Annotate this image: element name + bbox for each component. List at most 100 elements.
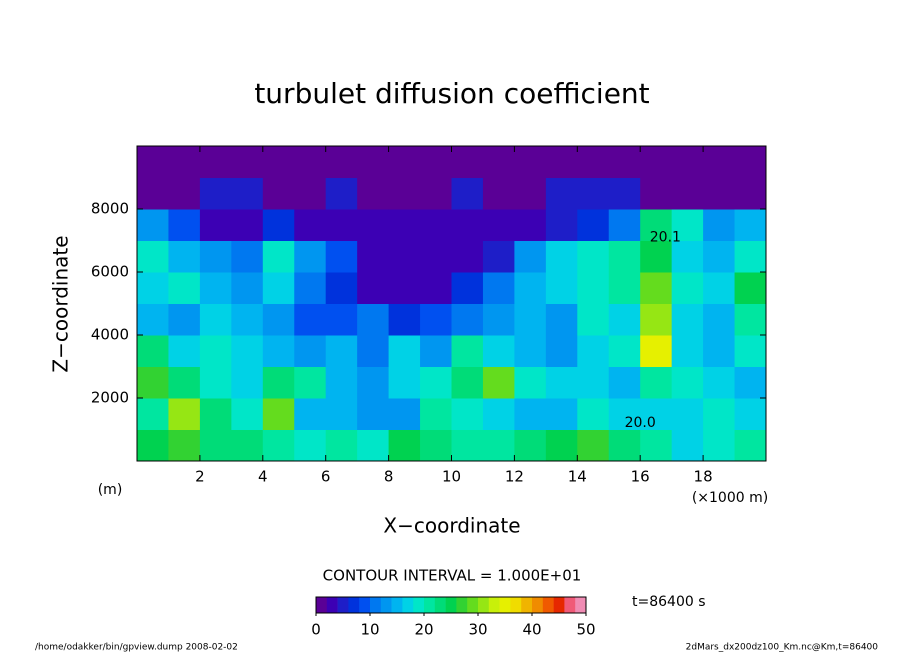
field-cell xyxy=(137,240,169,273)
field-cell xyxy=(514,398,547,430)
field-cell xyxy=(734,177,767,210)
field-cell xyxy=(482,366,515,399)
field-cell xyxy=(703,398,736,430)
field-cell xyxy=(577,272,610,304)
field-cell xyxy=(231,366,264,399)
field-cell xyxy=(420,177,452,210)
field-cell xyxy=(137,366,169,399)
colorbar-cell xyxy=(316,597,328,613)
field-cell xyxy=(325,177,358,210)
field-cell xyxy=(451,272,484,304)
field-cell xyxy=(231,272,264,304)
colorbar-tick-label: 0 xyxy=(311,621,321,639)
colorbar-cell xyxy=(467,597,479,613)
field-cell xyxy=(545,209,578,241)
field-cell xyxy=(199,335,232,367)
field-cell xyxy=(671,209,704,241)
field-cell xyxy=(388,335,421,367)
field-cell xyxy=(420,209,452,241)
field-cell xyxy=(137,398,169,430)
field-cell xyxy=(325,209,358,241)
field-cell xyxy=(294,429,327,462)
field-cell xyxy=(168,366,201,399)
field-cell xyxy=(482,335,515,367)
field-cell xyxy=(199,272,232,304)
field-cell xyxy=(545,240,578,273)
x-tick-label: 8 xyxy=(384,468,394,486)
field-cell xyxy=(262,272,295,304)
footer-right: 2dMars_dx200dz100_Km.nc@Km,t=86400 xyxy=(686,643,879,653)
colorbar-cell xyxy=(456,597,468,613)
field-cell xyxy=(294,177,327,210)
field-cell xyxy=(262,240,295,273)
y-unit: (m) xyxy=(98,482,123,498)
y-tick-label: 2000 xyxy=(91,389,129,407)
field-cell xyxy=(545,398,578,430)
field-cell xyxy=(703,272,736,304)
y-axis-label: Z−coordinate xyxy=(49,235,73,372)
field-cell xyxy=(325,240,358,273)
colorbar-cell xyxy=(532,597,544,613)
colorbar-cell xyxy=(445,597,457,613)
field-cell xyxy=(514,177,547,210)
field-cell xyxy=(231,146,264,178)
colorbar-tick-label: 20 xyxy=(414,621,433,639)
x-tick-label: 10 xyxy=(442,468,461,486)
field-cell xyxy=(420,335,452,367)
field-cell xyxy=(294,398,327,430)
field-cell xyxy=(388,366,421,399)
field-cell xyxy=(199,398,232,430)
field-cell xyxy=(262,146,295,178)
field-cell xyxy=(671,272,704,304)
field-cell xyxy=(388,146,421,178)
field-cell xyxy=(420,272,452,304)
colorbar-cell xyxy=(488,597,500,613)
colorbar-cell xyxy=(380,597,392,613)
field-cell xyxy=(640,398,673,430)
colorbar-cell xyxy=(402,597,414,613)
field-cell xyxy=(640,272,673,304)
field-cell xyxy=(671,335,704,367)
field-cell xyxy=(294,303,327,336)
field-cell xyxy=(514,272,547,304)
field-cell xyxy=(514,146,547,178)
field-cell xyxy=(199,366,232,399)
x-tick-label: 18 xyxy=(694,468,713,486)
colorbar-tick-label: 10 xyxy=(360,621,379,639)
field-cell xyxy=(451,366,484,399)
field-cell xyxy=(545,272,578,304)
field-cell xyxy=(577,335,610,367)
field-cell xyxy=(640,303,673,336)
field-cell xyxy=(577,366,610,399)
field-cell xyxy=(640,146,673,178)
field-cell xyxy=(137,272,169,304)
field-cell xyxy=(325,429,358,462)
field-cell xyxy=(451,240,484,273)
field-cell xyxy=(640,177,673,210)
field-cell xyxy=(703,366,736,399)
field-cell xyxy=(262,335,295,367)
field-cell xyxy=(734,366,767,399)
field-cell xyxy=(231,429,264,462)
field-cell xyxy=(482,146,515,178)
field-cell xyxy=(545,303,578,336)
field-cell xyxy=(294,335,327,367)
field-cell xyxy=(671,366,704,399)
field-cell xyxy=(357,146,390,178)
field-cell xyxy=(388,429,421,462)
contour-label: 20.1 xyxy=(650,229,681,245)
field-cell xyxy=(482,240,515,273)
colorbar-cell xyxy=(370,597,382,613)
field-cell xyxy=(451,429,484,462)
field-cell xyxy=(168,146,201,178)
field-cell xyxy=(357,366,390,399)
time-label: t=86400 s xyxy=(632,594,706,610)
field-cell xyxy=(451,335,484,367)
colorbar-cell xyxy=(564,597,576,613)
field-cell xyxy=(420,240,452,273)
field-cell xyxy=(325,272,358,304)
colorbar-tick-label: 30 xyxy=(468,621,487,639)
field-cell xyxy=(137,146,169,178)
field-cell xyxy=(325,398,358,430)
field-cell xyxy=(703,177,736,210)
